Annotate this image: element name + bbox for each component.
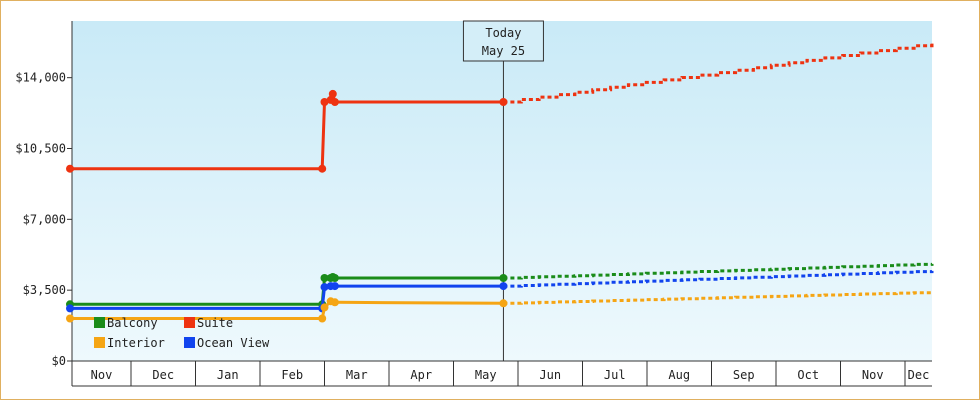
x-tick-label: Jul: [604, 368, 626, 382]
data-point: [499, 98, 508, 106]
series-forecast-line: [503, 291, 934, 305]
series-layer: [66, 43, 934, 323]
legend-label: Suite: [197, 316, 233, 330]
data-point: [499, 274, 508, 282]
data-point: [320, 98, 329, 106]
x-tick-label: Jan: [217, 368, 239, 382]
data-point: [320, 303, 329, 312]
data-point: [330, 274, 339, 282]
plot-area: [72, 21, 932, 361]
data-point: [320, 274, 329, 282]
data-point: [66, 164, 74, 173]
x-tick-label: Nov: [91, 368, 113, 382]
x-tick-label: Aug: [668, 368, 690, 382]
legend-label: Ocean View: [197, 336, 270, 350]
data-point: [330, 298, 339, 307]
data-point: [328, 89, 337, 98]
series-line: [70, 299, 504, 320]
x-tick-label: Sep: [733, 368, 755, 382]
x-tick-label: Jun: [539, 368, 561, 382]
x-tick-label: Dec: [152, 368, 174, 382]
series-forecast-line: [503, 43, 934, 104]
x-tick-label: Oct: [797, 368, 819, 382]
legend-swatch: [94, 317, 105, 328]
legend-swatch: [184, 317, 195, 328]
x-tick-label: Mar: [346, 368, 368, 382]
data-point: [318, 314, 327, 323]
series-forecast-line: [503, 270, 934, 288]
y-tick-label: $7,000: [23, 212, 66, 226]
today-date: May 25: [482, 44, 525, 58]
legend: Balcony Suite Interior Ocean View: [94, 316, 270, 350]
x-tick-label: May: [475, 368, 497, 382]
legend-label: Interior: [107, 336, 165, 350]
x-tick-label: Feb: [281, 368, 303, 382]
y-axis: $0 $3,500 $7,000 $10,500 $14,000: [15, 21, 73, 368]
data-point: [499, 299, 508, 308]
x-tick-label: Apr: [410, 368, 432, 382]
x-axis: Nov Dec Jan Feb Mar Apr May Jun Jul Aug Sep Oct Nov D…: [71, 360, 932, 387]
data-point: [320, 283, 329, 292]
series-suite: [66, 43, 934, 173]
data-point: [66, 304, 74, 313]
legend-swatch: [184, 337, 195, 348]
x-tick-label: Nov: [862, 368, 884, 382]
series-forecast-line: [503, 262, 934, 280]
y-tick-label: $10,500: [15, 142, 66, 156]
data-point: [318, 164, 327, 173]
today-label: Today: [485, 26, 521, 40]
today-box: [462, 20, 544, 62]
y-tick-label: $3,500: [23, 283, 66, 297]
data-point: [499, 282, 508, 291]
series-interior: [66, 291, 934, 323]
data-point: [66, 314, 74, 323]
y-tick-label: $14,000: [15, 71, 66, 85]
x-tick-label: Dec: [908, 368, 930, 382]
legend-swatch: [94, 337, 105, 348]
legend-label: Balcony: [107, 316, 158, 330]
data-point: [330, 98, 339, 106]
data-point: [330, 282, 339, 291]
y-tick-label: $0: [52, 354, 66, 368]
